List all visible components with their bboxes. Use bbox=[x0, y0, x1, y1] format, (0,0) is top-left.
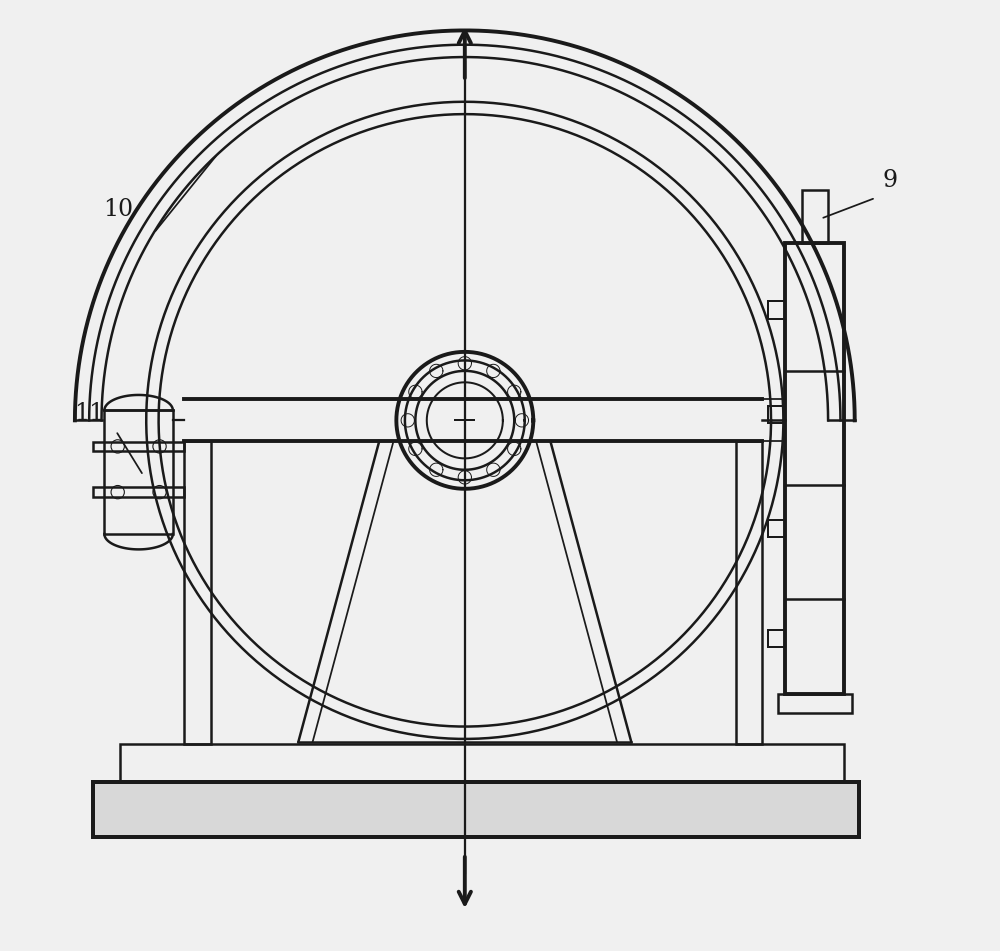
Bar bbox=[294, 782, 636, 801]
Bar bbox=[736, 441, 762, 744]
Bar bbox=[768, 520, 785, 537]
Bar bbox=[778, 694, 852, 713]
Bar bbox=[93, 782, 859, 837]
Bar bbox=[93, 441, 184, 451]
Bar bbox=[93, 487, 184, 496]
Text: 11: 11 bbox=[74, 402, 104, 425]
Bar bbox=[93, 782, 859, 837]
Text: 9: 9 bbox=[882, 169, 897, 192]
Bar bbox=[768, 301, 785, 319]
Bar bbox=[785, 243, 844, 694]
Bar bbox=[768, 630, 785, 647]
Text: 10: 10 bbox=[103, 198, 133, 221]
Bar bbox=[120, 744, 844, 782]
Bar bbox=[802, 190, 828, 243]
Bar bbox=[184, 441, 211, 744]
Bar bbox=[104, 411, 173, 534]
Bar bbox=[768, 406, 785, 423]
